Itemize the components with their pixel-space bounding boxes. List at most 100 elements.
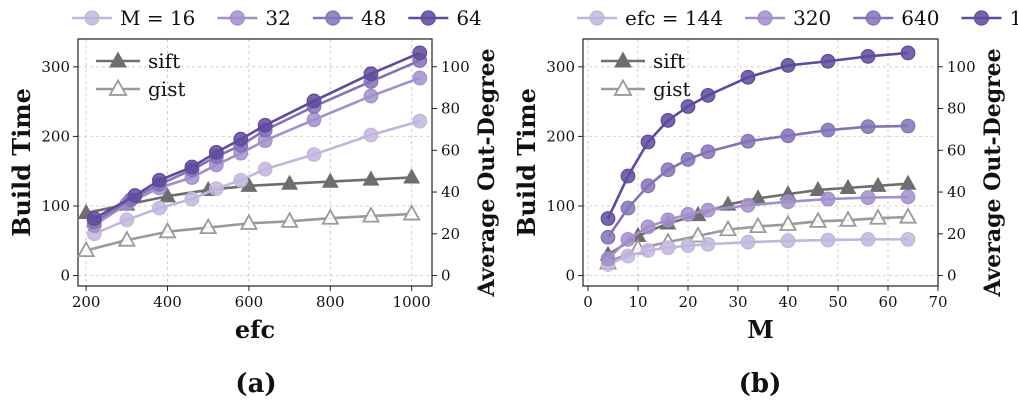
y-axis-title-right: Average Out-Degree	[980, 48, 1006, 297]
data-point	[208, 145, 224, 160]
data-point	[900, 189, 916, 205]
legend-entry-gist: gist	[96, 77, 186, 101]
series-line	[93, 59, 421, 224]
data-point	[900, 45, 916, 61]
x-tick-label: 70	[928, 293, 947, 311]
data-point	[306, 112, 322, 128]
legend-label: 640	[901, 6, 939, 30]
data-point	[600, 251, 616, 267]
y-right-tick-label: 40	[441, 183, 460, 201]
data-point	[412, 113, 428, 129]
data-point	[740, 133, 756, 149]
y-right-tick-label: 100	[441, 58, 470, 76]
data-point	[361, 206, 381, 223]
data-point	[700, 236, 716, 252]
data-point	[820, 191, 836, 207]
legend-label: M = 16	[120, 6, 195, 30]
data-point	[700, 144, 716, 160]
top-legend: efc = 144 320 640 1024	[577, 6, 1018, 30]
data-point	[820, 232, 836, 248]
y-tick-label: 200	[41, 127, 70, 145]
legend-label: sift	[148, 49, 180, 73]
series-640	[600, 118, 916, 245]
legend-marker	[420, 10, 436, 26]
x-tick-label: 60	[878, 293, 897, 311]
data-point	[680, 99, 696, 114]
data-point	[839, 178, 857, 194]
x-tick-label: 800	[316, 293, 345, 311]
data-point	[199, 217, 218, 235]
y-tick-label: 300	[41, 58, 70, 76]
data-point	[780, 128, 796, 144]
data-point	[838, 210, 858, 227]
x-ticks: 200 400 600 800 1000	[72, 286, 431, 311]
data-point	[898, 207, 918, 224]
data-point	[127, 188, 143, 203]
data-point	[820, 53, 836, 69]
data-point	[900, 231, 916, 247]
y-tick-label: 0	[565, 267, 575, 285]
panel-caption: (a)	[235, 369, 276, 399]
data-point	[363, 88, 379, 104]
legend-marker	[973, 10, 990, 26]
data-point	[233, 172, 249, 188]
x-tick-label: 200	[72, 293, 101, 311]
data-point	[600, 229, 616, 245]
y-right-tick-label: 0	[947, 267, 957, 285]
data-point	[257, 117, 273, 133]
x-tick-label: 40	[778, 293, 797, 311]
series-m-16	[86, 113, 428, 242]
inner-legend: sift gist	[601, 49, 691, 101]
legend-label: 48	[361, 6, 386, 30]
data-point	[780, 194, 796, 210]
legend-label: sift	[653, 49, 685, 73]
legend-marker	[757, 10, 773, 26]
data-point	[239, 213, 259, 230]
data-point	[280, 211, 299, 228]
x-axis-title: efc	[235, 315, 275, 344]
data-point	[306, 147, 322, 162]
data-point	[86, 211, 102, 226]
legend-marker	[865, 10, 881, 26]
x-tick-label: 400	[153, 293, 182, 311]
series-320	[600, 189, 916, 267]
data-point	[740, 234, 756, 250]
data-point	[620, 248, 636, 264]
data-point	[900, 118, 916, 134]
data-point	[363, 127, 379, 143]
data-point	[158, 221, 177, 239]
x-tick-label: 10	[628, 293, 647, 311]
legend-label: 32	[265, 6, 290, 30]
x-tick-label: 0	[583, 293, 593, 311]
data-point	[362, 170, 380, 186]
data-point	[640, 243, 656, 258]
legend-entry: 48	[312, 6, 386, 30]
data-point	[600, 211, 616, 226]
legend-entry-sift: sift	[601, 49, 685, 73]
y-ticks-right: 0 20 40 60 80 100	[938, 58, 976, 285]
data-point	[184, 159, 200, 175]
data-point	[184, 191, 200, 207]
legend-entry: 320	[745, 6, 831, 30]
legend-entry: efc = 144	[577, 6, 723, 30]
data-point	[640, 178, 656, 194]
legend-marker	[108, 78, 128, 96]
data-point	[820, 122, 836, 138]
data-point	[306, 93, 322, 109]
legend-marker	[109, 51, 127, 68]
y-right-tick-label: 60	[441, 141, 460, 159]
y-axis-title-right: Average Out-Degree	[474, 48, 500, 297]
data-point	[680, 238, 696, 254]
legend-marker	[325, 10, 341, 26]
legend-marker	[613, 78, 633, 96]
series-1024	[600, 45, 916, 226]
data-point	[700, 202, 716, 218]
x-tick-label: 600	[235, 293, 264, 311]
legend-label: 320	[793, 6, 831, 30]
data-point	[860, 231, 876, 247]
data-point	[321, 208, 340, 225]
data-point	[700, 87, 716, 103]
legend-marker	[589, 10, 605, 26]
